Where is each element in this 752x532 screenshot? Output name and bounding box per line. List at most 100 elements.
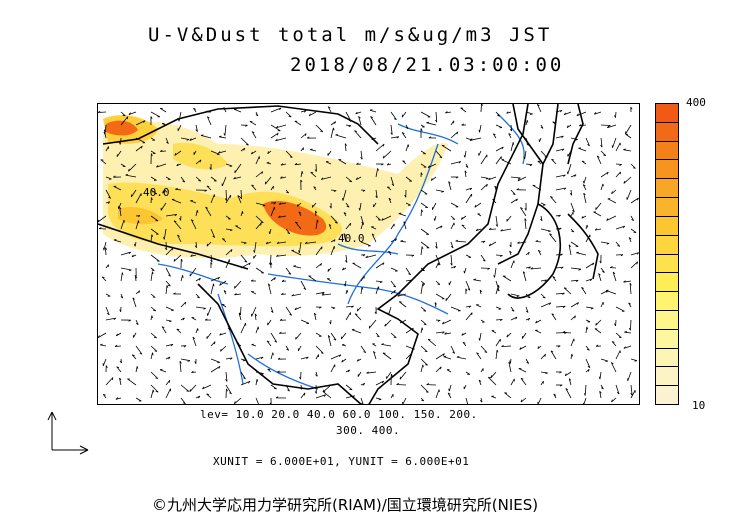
- wind-arrow: [490, 371, 497, 379]
- wind-arrow-head: [452, 218, 455, 220]
- wind-arrow: [550, 350, 557, 360]
- wind-arrow-head: [217, 276, 220, 280]
- wind-arrow-head: [341, 343, 345, 346]
- wind-arrow-head: [445, 111, 448, 114]
- wind-arrow: [382, 352, 392, 360]
- wind-arrow-head: [492, 198, 496, 201]
- wind-arrow-head: [356, 308, 359, 312]
- wind-arrow: [506, 215, 512, 222]
- dust-map: 40.0 40.0: [97, 103, 640, 405]
- wind-arrow-head: [368, 325, 371, 329]
- wind-arrow: [381, 344, 392, 347]
- wind-arrow-head: [434, 302, 437, 305]
- wind-arrow: [225, 319, 231, 330]
- wind-arrow: [520, 378, 527, 386]
- wind-arrow-head: [339, 354, 342, 357]
- wind-arrow: [375, 280, 383, 283]
- wind-arrow-head: [442, 321, 445, 325]
- wind-arrow-head: [318, 306, 322, 309]
- wind-arrow: [105, 317, 116, 321]
- wind-arrow-head: [223, 133, 226, 136]
- wind-arrow-head: [381, 163, 384, 166]
- wind-arrow: [537, 250, 542, 256]
- wind-arrow-head: [198, 180, 201, 182]
- wind-arrow: [315, 291, 325, 295]
- wind-arrow: [315, 219, 318, 230]
- wind-arrow: [276, 254, 287, 257]
- colorbar-segment: [656, 216, 678, 236]
- wind-arrow: [570, 189, 573, 196]
- wind-arrow-head: [286, 191, 289, 194]
- wind-arrow-head: [289, 313, 292, 316]
- wind-arrow-head: [583, 393, 586, 396]
- wind-arrow-head: [197, 296, 200, 299]
- wind-arrow: [150, 150, 156, 154]
- wind-arrow: [105, 306, 110, 316]
- wind-arrow-head: [101, 276, 105, 279]
- wind-arrow-head: [504, 392, 508, 394]
- wind-arrow: [583, 397, 587, 404]
- wind-arrow: [570, 202, 575, 213]
- wind-arrow-head: [186, 390, 189, 392]
- wind-arrow: [195, 124, 198, 132]
- wind-arrow: [180, 176, 186, 183]
- wind-arrow: [150, 189, 158, 195]
- wind-arrow-head: [524, 208, 527, 211]
- wind-arrow: [161, 326, 167, 334]
- wind-arrow: [120, 219, 125, 230]
- wind-arrow: [298, 345, 302, 352]
- wind-arrow-head: [476, 352, 479, 355]
- wind-arrow: [525, 358, 530, 364]
- wind-arrow: [435, 389, 440, 399]
- wind-arrow-head: [424, 350, 428, 353]
- wind-arrow: [285, 267, 292, 275]
- wind-arrow: [156, 163, 167, 168]
- wind-arrow: [189, 137, 197, 141]
- wind-arrow-head: [187, 360, 191, 362]
- wind-arrow-head: [355, 111, 358, 115]
- wind-arrow-head: [254, 313, 258, 317]
- wind-arrow: [160, 150, 167, 152]
- wind-arrow-head: [482, 240, 486, 244]
- wind-arrow: [555, 266, 564, 269]
- wind-arrow-head: [300, 179, 303, 183]
- wind-arrow: [401, 132, 407, 139]
- wind-arrow: [268, 283, 272, 295]
- wind-arrow-head: [119, 206, 122, 210]
- wind-arrow-head: [349, 180, 352, 183]
- wind-arrow-head: [361, 287, 364, 290]
- wind-arrow: [308, 111, 317, 117]
- wind-arrow-head: [276, 125, 279, 128]
- wind-arrow-head: [488, 376, 491, 379]
- wind-arrow-head: [404, 194, 407, 198]
- wind-arrow: [426, 122, 437, 126]
- wind-arrow: [175, 188, 182, 191]
- wind-arrow-head: [152, 352, 154, 356]
- wind-arrow-head: [225, 379, 228, 382]
- wind-arrow-head: [583, 192, 586, 196]
- wind-arrow: [210, 150, 220, 155]
- wind-arrow-head: [559, 384, 563, 387]
- wind-arrow-head: [453, 265, 457, 269]
- wind-arrow-head: [578, 268, 582, 271]
- wind-arrow-head: [391, 183, 394, 186]
- wind-arrow: [240, 322, 246, 334]
- wind-arrow: [432, 202, 437, 210]
- wind-arrow: [240, 137, 249, 146]
- wind-arrow-head: [495, 224, 498, 227]
- wind-arrow: [120, 111, 126, 117]
- wind-arrow-head: [540, 218, 543, 222]
- map-canvas: 40.0 40.0: [98, 104, 639, 404]
- wind-arrow-head: [601, 387, 604, 390]
- wind-arrow: [345, 312, 351, 321]
- wind-arrow-head: [179, 360, 182, 364]
- wind-arrow: [300, 319, 310, 324]
- wind-arrow-head: [287, 389, 290, 392]
- wind-arrow-head: [132, 297, 135, 300]
- wind-arrow: [368, 319, 377, 329]
- wind-arrow: [200, 135, 212, 139]
- wind-arrow-head: [173, 220, 177, 223]
- wind-arrow: [568, 244, 572, 256]
- wind-arrow-head: [327, 106, 331, 109]
- wind-arrow: [563, 111, 572, 116]
